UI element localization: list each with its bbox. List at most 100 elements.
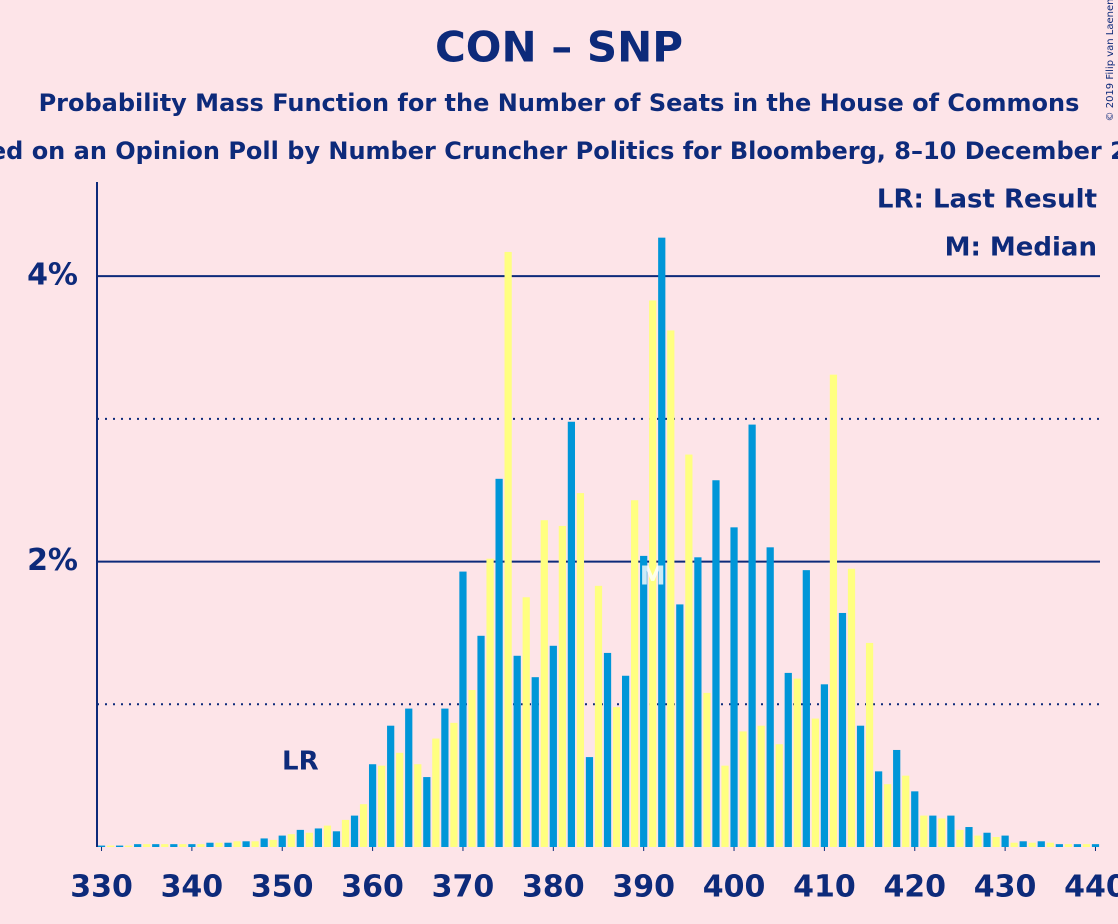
x-tick-label: 380 bbox=[522, 870, 585, 905]
x-tick-label: 360 bbox=[341, 870, 404, 905]
last-result-label: LR bbox=[282, 747, 319, 777]
bar bbox=[170, 844, 178, 847]
bar bbox=[341, 819, 350, 847]
bar bbox=[612, 707, 621, 847]
bar bbox=[531, 677, 539, 847]
bar bbox=[956, 829, 964, 847]
bar bbox=[965, 827, 973, 847]
bar bbox=[1073, 844, 1082, 847]
bar bbox=[323, 825, 332, 847]
bar bbox=[920, 815, 928, 847]
y-tick-label: 4% bbox=[27, 258, 78, 293]
bar bbox=[838, 612, 847, 847]
bar bbox=[712, 480, 720, 847]
bar bbox=[576, 493, 585, 847]
bar bbox=[1037, 841, 1045, 847]
bar bbox=[522, 597, 530, 847]
bar bbox=[350, 815, 359, 847]
bar bbox=[97, 845, 106, 847]
bar bbox=[486, 558, 494, 847]
bar bbox=[938, 818, 946, 847]
bar bbox=[260, 838, 268, 847]
bar bbox=[287, 834, 295, 847]
bar bbox=[441, 708, 449, 847]
bar bbox=[305, 832, 313, 847]
bar bbox=[1010, 842, 1018, 847]
bar bbox=[685, 454, 693, 847]
bar bbox=[269, 839, 277, 847]
bar bbox=[477, 635, 485, 847]
bar bbox=[368, 764, 377, 847]
bar bbox=[134, 844, 142, 847]
bar bbox=[495, 478, 503, 847]
bar bbox=[847, 568, 856, 847]
bar bbox=[224, 842, 232, 847]
x-tick-label: 350 bbox=[251, 870, 314, 905]
bar bbox=[983, 832, 991, 847]
bar bbox=[1091, 844, 1100, 847]
bar bbox=[161, 844, 169, 847]
bar bbox=[414, 764, 422, 847]
bar bbox=[215, 842, 223, 847]
x-tick-label: 390 bbox=[612, 870, 675, 905]
bar bbox=[1001, 835, 1009, 847]
bar bbox=[359, 804, 368, 847]
x-tick-label: 400 bbox=[703, 870, 766, 905]
bar bbox=[450, 722, 458, 847]
bar bbox=[233, 841, 241, 847]
bar bbox=[206, 842, 214, 847]
bar bbox=[188, 844, 196, 847]
x-tick-label: 410 bbox=[793, 870, 856, 905]
bar bbox=[775, 744, 783, 847]
bar bbox=[1064, 844, 1072, 847]
bar bbox=[1019, 841, 1027, 847]
bar bbox=[649, 300, 657, 847]
bar bbox=[811, 718, 819, 847]
bar bbox=[748, 424, 756, 847]
bar bbox=[667, 330, 675, 848]
bar bbox=[730, 527, 738, 847]
bar bbox=[703, 692, 711, 847]
bar bbox=[405, 708, 413, 847]
bar bbox=[721, 765, 729, 847]
bar bbox=[179, 844, 187, 847]
bar bbox=[603, 652, 612, 847]
bar bbox=[594, 585, 603, 847]
bar bbox=[694, 557, 702, 847]
bar bbox=[540, 520, 548, 847]
bar bbox=[423, 777, 431, 847]
bar bbox=[296, 829, 304, 847]
bar bbox=[856, 725, 865, 847]
bar bbox=[992, 837, 1000, 847]
bar bbox=[251, 841, 259, 847]
x-tick-label: 370 bbox=[432, 870, 495, 905]
bar bbox=[802, 570, 810, 847]
copyright: © 2019 Filip van Laenen bbox=[1105, 0, 1116, 121]
bar bbox=[459, 571, 467, 847]
bar bbox=[106, 845, 115, 847]
bar bbox=[974, 835, 982, 847]
bar bbox=[757, 725, 765, 847]
chart-title: CON – SNP bbox=[435, 23, 683, 72]
bar bbox=[314, 828, 322, 847]
bar bbox=[875, 771, 883, 847]
legend-entry: LR: Last Result bbox=[877, 185, 1097, 215]
bar bbox=[911, 791, 919, 847]
bar bbox=[893, 749, 901, 847]
bar bbox=[197, 844, 205, 847]
chart-subtitle: Probability Mass Function for the Number… bbox=[39, 89, 1080, 117]
bar bbox=[631, 500, 639, 847]
bar bbox=[468, 690, 476, 847]
bar bbox=[739, 731, 747, 847]
bar bbox=[621, 675, 630, 847]
legend-entry: M: Median bbox=[945, 233, 1097, 263]
bar bbox=[929, 815, 937, 847]
bar bbox=[513, 655, 521, 847]
bar bbox=[558, 525, 566, 847]
bar bbox=[378, 765, 386, 847]
bar bbox=[947, 815, 955, 847]
median-label: M bbox=[640, 562, 666, 592]
bar bbox=[278, 835, 286, 847]
bar bbox=[585, 757, 594, 847]
